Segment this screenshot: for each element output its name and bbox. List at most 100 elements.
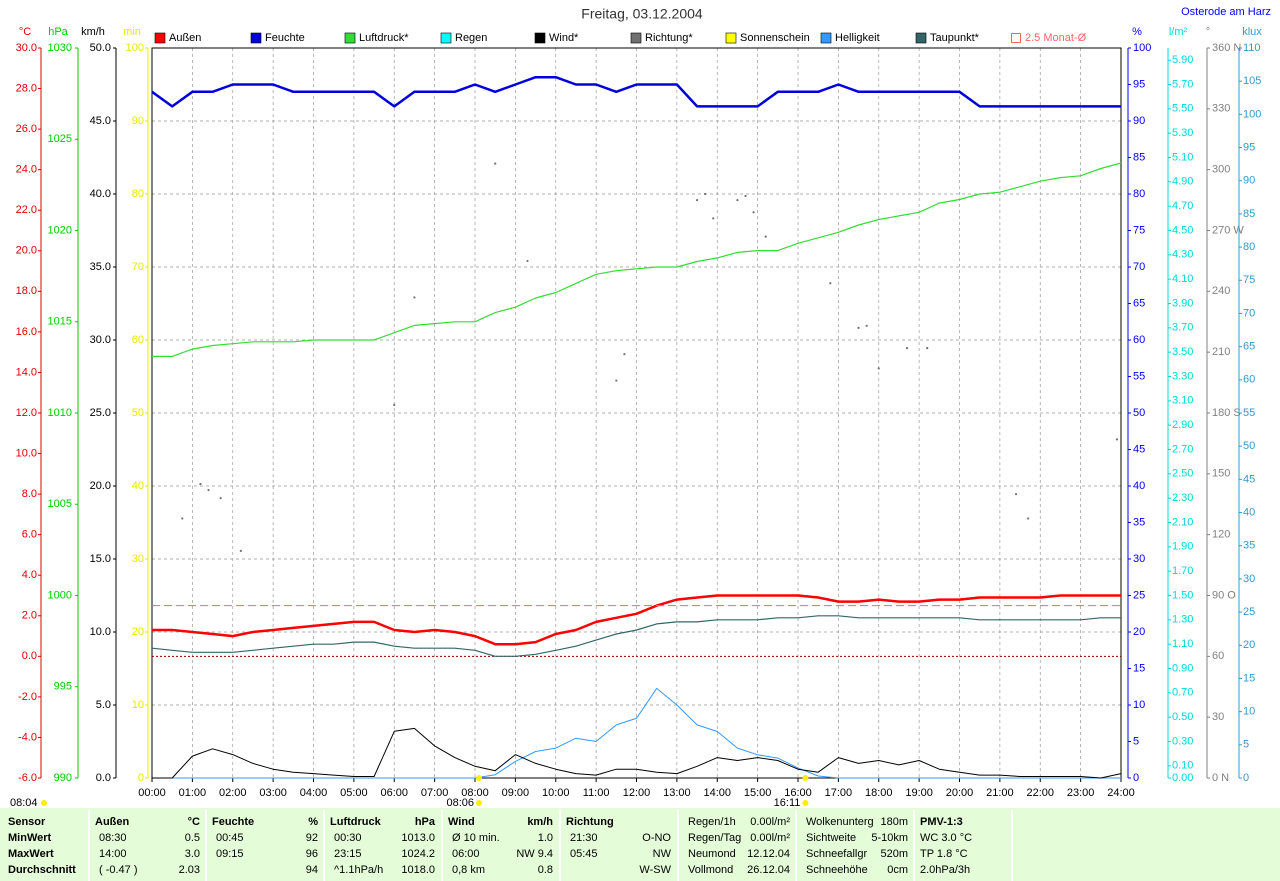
y-tick-label: 240 xyxy=(1212,285,1230,297)
y-tick-label: 2.70 xyxy=(1172,443,1193,455)
direction-dot xyxy=(1115,438,1119,441)
plot-frame xyxy=(151,47,1122,779)
stats-cell: 92 xyxy=(306,832,318,844)
y-tick-label: 3.70 xyxy=(1172,322,1193,334)
y-tick-label: 45 xyxy=(1133,443,1145,455)
stats-header: Luftdruck xyxy=(330,816,382,828)
y-tick-label: 20 xyxy=(1243,639,1255,651)
direction-dot xyxy=(695,198,699,202)
x-tick-label: 03:00 xyxy=(259,787,287,799)
direction-dot xyxy=(239,549,242,552)
series-line xyxy=(152,162,1122,357)
y-tick-label: 5.90 xyxy=(1172,54,1193,66)
x-tick-label: 19:00 xyxy=(905,787,933,799)
legend-swatch xyxy=(250,32,262,44)
stats-header: Wind xyxy=(448,816,475,828)
y-tick-label: 20.0 xyxy=(16,245,37,257)
sun-time: 16:11 xyxy=(774,797,801,809)
direction-dot xyxy=(393,403,396,406)
direction-dot xyxy=(181,517,184,520)
location: Osterode am Harz xyxy=(1181,6,1271,18)
legend-label: Außen xyxy=(169,32,201,44)
y-tick-label: 3.50 xyxy=(1172,346,1193,358)
x-tick-label: 07:00 xyxy=(421,787,449,799)
legend-label: Regen xyxy=(455,32,487,44)
stats-cell: 0.5 xyxy=(185,832,200,844)
stats-row-label: Durchschnitt xyxy=(8,864,76,876)
y-tick-label: 40 xyxy=(1243,506,1255,518)
y-tick-label: 80 xyxy=(1243,241,1255,253)
y-tick-label: 16.0 xyxy=(16,326,37,338)
y-tick-label: 1.70 xyxy=(1172,565,1193,577)
y-tick-label: 4.50 xyxy=(1172,224,1193,236)
axis-title: l/m² xyxy=(1169,26,1188,38)
x-tick-label: 12:00 xyxy=(623,787,651,799)
y-tick-label: 1010 xyxy=(48,407,72,419)
x-tick-label: 06:00 xyxy=(380,787,408,799)
y-tick-label: 40.0 xyxy=(90,188,111,200)
y-tick-label: 30.0 xyxy=(90,334,111,346)
y-tick-label: 45 xyxy=(1243,473,1255,485)
y-tick-label: 5.0 xyxy=(96,699,111,711)
y-tick-label: 55 xyxy=(1133,370,1145,382)
stats-unit: °C xyxy=(188,816,200,828)
y-tick-label: 60 xyxy=(1212,650,1224,662)
axis-title: min xyxy=(123,26,141,38)
x-tick-label: 00:00 xyxy=(138,787,166,799)
y-tick-label: 300 xyxy=(1212,164,1230,176)
direction-dot xyxy=(905,347,909,350)
y-tick-label: 100 xyxy=(1133,42,1151,54)
stats-cell: Ø 10 min. xyxy=(452,832,500,844)
stats-cell: 0cm xyxy=(887,864,908,876)
stats-cell: 21:30 xyxy=(570,832,598,844)
y-tick-label: 60 xyxy=(1133,334,1145,346)
y-tick-label: 35 xyxy=(1133,516,1145,528)
y-tick-label: 95 xyxy=(1133,78,1145,90)
stats-cell: Schneefallgr xyxy=(806,848,867,860)
y-tick-label: 75 xyxy=(1243,274,1255,286)
y-tick-label: 25 xyxy=(1243,606,1255,618)
y-tick-label: 25 xyxy=(1133,589,1145,601)
y-tick-label: 75 xyxy=(1133,224,1145,236)
y-tick-label: 3.10 xyxy=(1172,395,1193,407)
legend-label: 2.5 Monat-Ø xyxy=(1025,32,1087,44)
y-tick-label: 1000 xyxy=(48,589,72,601)
direction-dot xyxy=(736,198,739,202)
stats-cell: 00:45 xyxy=(216,832,244,844)
direction-dot xyxy=(207,488,210,492)
legend-label: Wind* xyxy=(549,32,579,44)
legend-swatch xyxy=(630,32,642,44)
x-tick-label: 18:00 xyxy=(865,787,893,799)
direction-dot xyxy=(877,367,880,370)
y-tick-label: 1.50 xyxy=(1172,589,1193,601)
series-line xyxy=(152,687,1121,779)
x-tick-label: 04:00 xyxy=(300,787,328,799)
stats-cell: 23:15 xyxy=(334,848,362,860)
sun-marker xyxy=(476,775,483,781)
y-tick-label: 90 O xyxy=(1212,589,1236,601)
y-tick-label: 0.70 xyxy=(1172,687,1193,699)
legend-swatch xyxy=(725,32,737,44)
chart-title: Freitag, 03.12.2004 xyxy=(581,6,703,22)
y-tick-label: 60 xyxy=(132,334,144,346)
y-tick-label: 25.0 xyxy=(90,407,111,419)
stats-cell: ( -0.47 ) xyxy=(99,864,138,876)
y-tick-label: 995 xyxy=(54,681,72,693)
stats-cell: TP 1.8 °C xyxy=(920,848,968,860)
y-tick-label: 1.30 xyxy=(1172,614,1193,626)
stats-cell: NW 9.4 xyxy=(516,848,553,860)
direction-dot xyxy=(764,235,767,238)
y-tick-label: 30 xyxy=(1243,573,1255,585)
series-line xyxy=(152,727,1122,779)
sun-marker xyxy=(476,800,483,806)
y-tick-label: 1.10 xyxy=(1172,638,1193,650)
y-tick-label: 120 xyxy=(1212,529,1230,541)
y-tick-label: 100 xyxy=(126,42,144,54)
y-tick-label: 50 xyxy=(1243,440,1255,452)
y-tick-label: 2.0 xyxy=(22,610,37,622)
y-tick-label: 70 xyxy=(1133,261,1145,273)
y-tick-label: 35.0 xyxy=(90,261,111,273)
direction-dot xyxy=(199,482,202,486)
y-tick-label: 150 xyxy=(1212,468,1230,480)
y-tick-label: 95 xyxy=(1243,141,1255,153)
